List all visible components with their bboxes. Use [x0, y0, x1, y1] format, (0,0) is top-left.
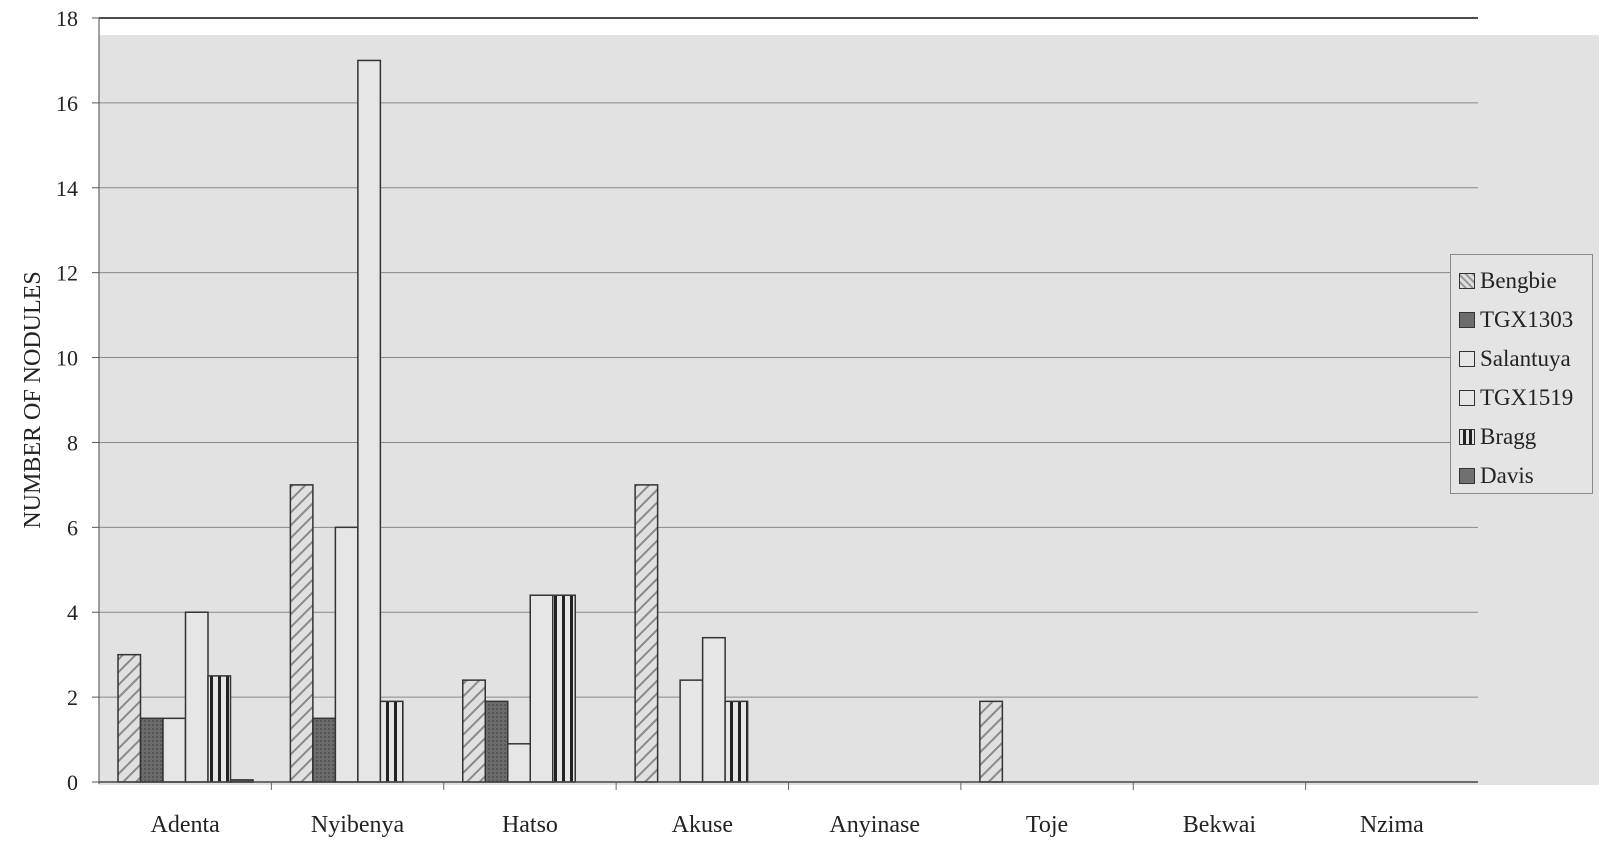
bar-salantuya-hatso	[507, 743, 531, 783]
bar-bragg-akuse	[724, 700, 749, 783]
axes	[98, 18, 1478, 790]
bar-bragg-nyibenya	[379, 700, 404, 783]
bar-salantuya-nyibenya	[334, 526, 359, 783]
bar-bengbie-hatso	[462, 679, 486, 783]
legend: Bengbie TGX1303 Salantuya TGX1519 Bragg Davis	[1450, 254, 1593, 494]
x-tick-labels: Adenta Nyibenya Hatso Akuse Anyinase Toje Bekw…	[151, 812, 1425, 838]
bar-bengbie-nyibenya	[289, 484, 314, 783]
x-tick-label: Bekwai	[1183, 812, 1257, 838]
legend-item: Bengbie	[1459, 261, 1592, 300]
bar-salantuya-akuse	[679, 679, 704, 783]
legend-item: TGX1519	[1459, 378, 1592, 417]
x-tick-label: Hatso	[502, 812, 558, 838]
gridlines	[99, 17, 1478, 698]
legend-label: Bragg	[1480, 423, 1537, 449]
y-tick-label: 10	[56, 346, 78, 371]
y-tick-label: 12	[56, 261, 78, 286]
y-tick-label: 0	[67, 770, 78, 795]
bar-tgx1303-adenta	[139, 717, 164, 783]
x-tick-label: Nyibenya	[311, 812, 405, 838]
bar-bragg-hatso	[552, 594, 576, 783]
legend-label: Bengbie	[1480, 267, 1557, 293]
y-tick-label: 16	[56, 91, 78, 116]
x-tick-label: Akuse	[672, 812, 733, 838]
bar-bengbie-adenta	[117, 653, 142, 783]
y-tick-label: 4	[67, 600, 78, 625]
y-tick-label: 18	[56, 6, 78, 31]
bar-bragg-adenta	[207, 675, 232, 783]
legend-item: TGX1303	[1459, 300, 1592, 339]
x-tick-label: Anyinase	[829, 812, 920, 838]
legend-label: Salantuya	[1480, 345, 1571, 371]
legend-swatch	[1459, 467, 1475, 484]
bar-tgx1519-nyibenya	[357, 59, 382, 783]
bar-salantuya-adenta	[162, 717, 187, 783]
bar-tgx1519-adenta	[184, 611, 209, 783]
legend-item: Bragg	[1459, 417, 1592, 456]
plot-background	[99, 35, 1599, 785]
bar-tgx1519-akuse	[701, 636, 726, 783]
legend-swatch	[1459, 272, 1475, 289]
bar-bengbie-akuse	[634, 484, 659, 783]
bar-tgx1519-hatso	[529, 594, 554, 783]
y-tick-labels: 0 2 4 6 8 10 12 14 16 18	[56, 6, 99, 795]
y-tick-label: 8	[67, 430, 78, 455]
legend-swatch	[1459, 350, 1475, 367]
y-axis-label: NUMBER OF NODULES	[20, 271, 46, 528]
y-tick-label: 2	[67, 685, 78, 710]
legend-swatch	[1459, 389, 1475, 406]
x-tick-label: Nzima	[1360, 812, 1424, 838]
bar-tgx1303-hatso	[484, 700, 509, 783]
bars	[117, 59, 1004, 783]
bar-tgx1303-nyibenya	[312, 717, 337, 783]
legend-item: Salantuya	[1459, 339, 1592, 378]
legend-label: TGX1519	[1480, 384, 1574, 410]
y-tick-label: 6	[67, 515, 78, 540]
x-tick-label: Toje	[1026, 812, 1068, 838]
y-tick-label: 14	[56, 176, 78, 201]
legend-swatch	[1459, 311, 1475, 328]
legend-swatch	[1459, 428, 1475, 445]
legend-item: Davis	[1459, 456, 1592, 495]
bar-bengbie-toje	[979, 700, 1004, 783]
legend-label: Davis	[1480, 462, 1534, 488]
legend-label: TGX1303	[1480, 306, 1574, 332]
x-tick-label: Adenta	[151, 812, 221, 838]
